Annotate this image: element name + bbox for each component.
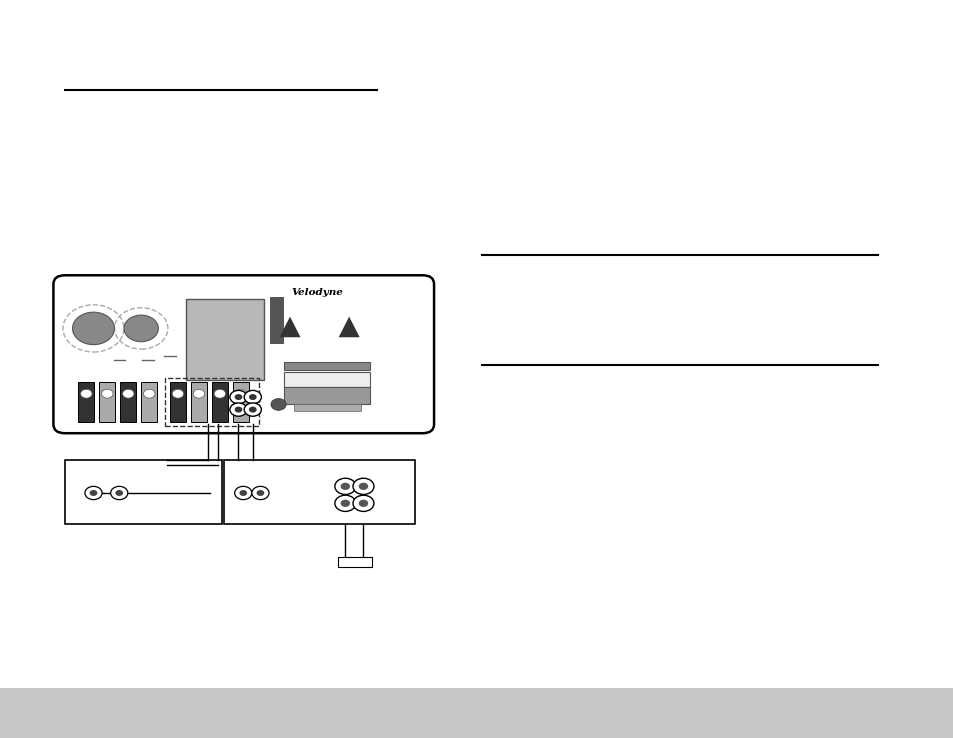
Circle shape [249, 407, 256, 413]
Circle shape [115, 490, 123, 496]
Circle shape [353, 495, 374, 511]
Bar [165, 378, 258, 426]
Circle shape [102, 390, 113, 399]
Circle shape [335, 478, 355, 494]
Bar [284, 362, 370, 370]
Bar [224, 460, 415, 524]
Circle shape [144, 390, 154, 399]
Bar [186, 299, 264, 380]
Circle shape [172, 390, 183, 399]
Bar [233, 382, 249, 422]
Circle shape [72, 312, 114, 345]
Circle shape [230, 403, 247, 416]
Circle shape [85, 486, 102, 500]
Circle shape [244, 403, 261, 416]
Bar [337, 557, 372, 567]
Bar [65, 460, 222, 524]
Circle shape [80, 390, 92, 399]
Bar [212, 382, 228, 422]
Bar [0, 688, 953, 738]
Circle shape [234, 390, 246, 399]
Circle shape [252, 486, 269, 500]
Circle shape [213, 390, 225, 399]
Circle shape [353, 478, 374, 494]
Circle shape [239, 490, 247, 496]
Circle shape [358, 500, 368, 507]
Circle shape [124, 315, 158, 342]
Circle shape [340, 483, 350, 490]
Circle shape [340, 500, 350, 507]
Bar [294, 404, 360, 411]
Bar [120, 382, 136, 422]
Circle shape [249, 394, 256, 400]
Circle shape [234, 394, 242, 400]
Bar [78, 382, 94, 422]
Bar [99, 382, 115, 422]
Bar [284, 372, 370, 387]
Circle shape [111, 486, 128, 500]
Circle shape [256, 490, 264, 496]
Circle shape [234, 486, 252, 500]
Circle shape [234, 407, 242, 413]
Circle shape [122, 390, 133, 399]
Circle shape [90, 490, 97, 496]
Bar [141, 382, 157, 422]
Bar [270, 297, 283, 343]
Circle shape [230, 390, 247, 404]
Bar [284, 387, 370, 404]
Bar [191, 382, 207, 422]
Bar [170, 382, 186, 422]
Text: Velodyne: Velodyne [291, 289, 342, 297]
Polygon shape [338, 317, 359, 337]
Circle shape [193, 390, 204, 399]
Circle shape [358, 483, 368, 490]
Circle shape [244, 390, 261, 404]
Circle shape [271, 399, 286, 410]
Polygon shape [279, 317, 300, 337]
Circle shape [335, 495, 355, 511]
FancyBboxPatch shape [53, 275, 434, 433]
